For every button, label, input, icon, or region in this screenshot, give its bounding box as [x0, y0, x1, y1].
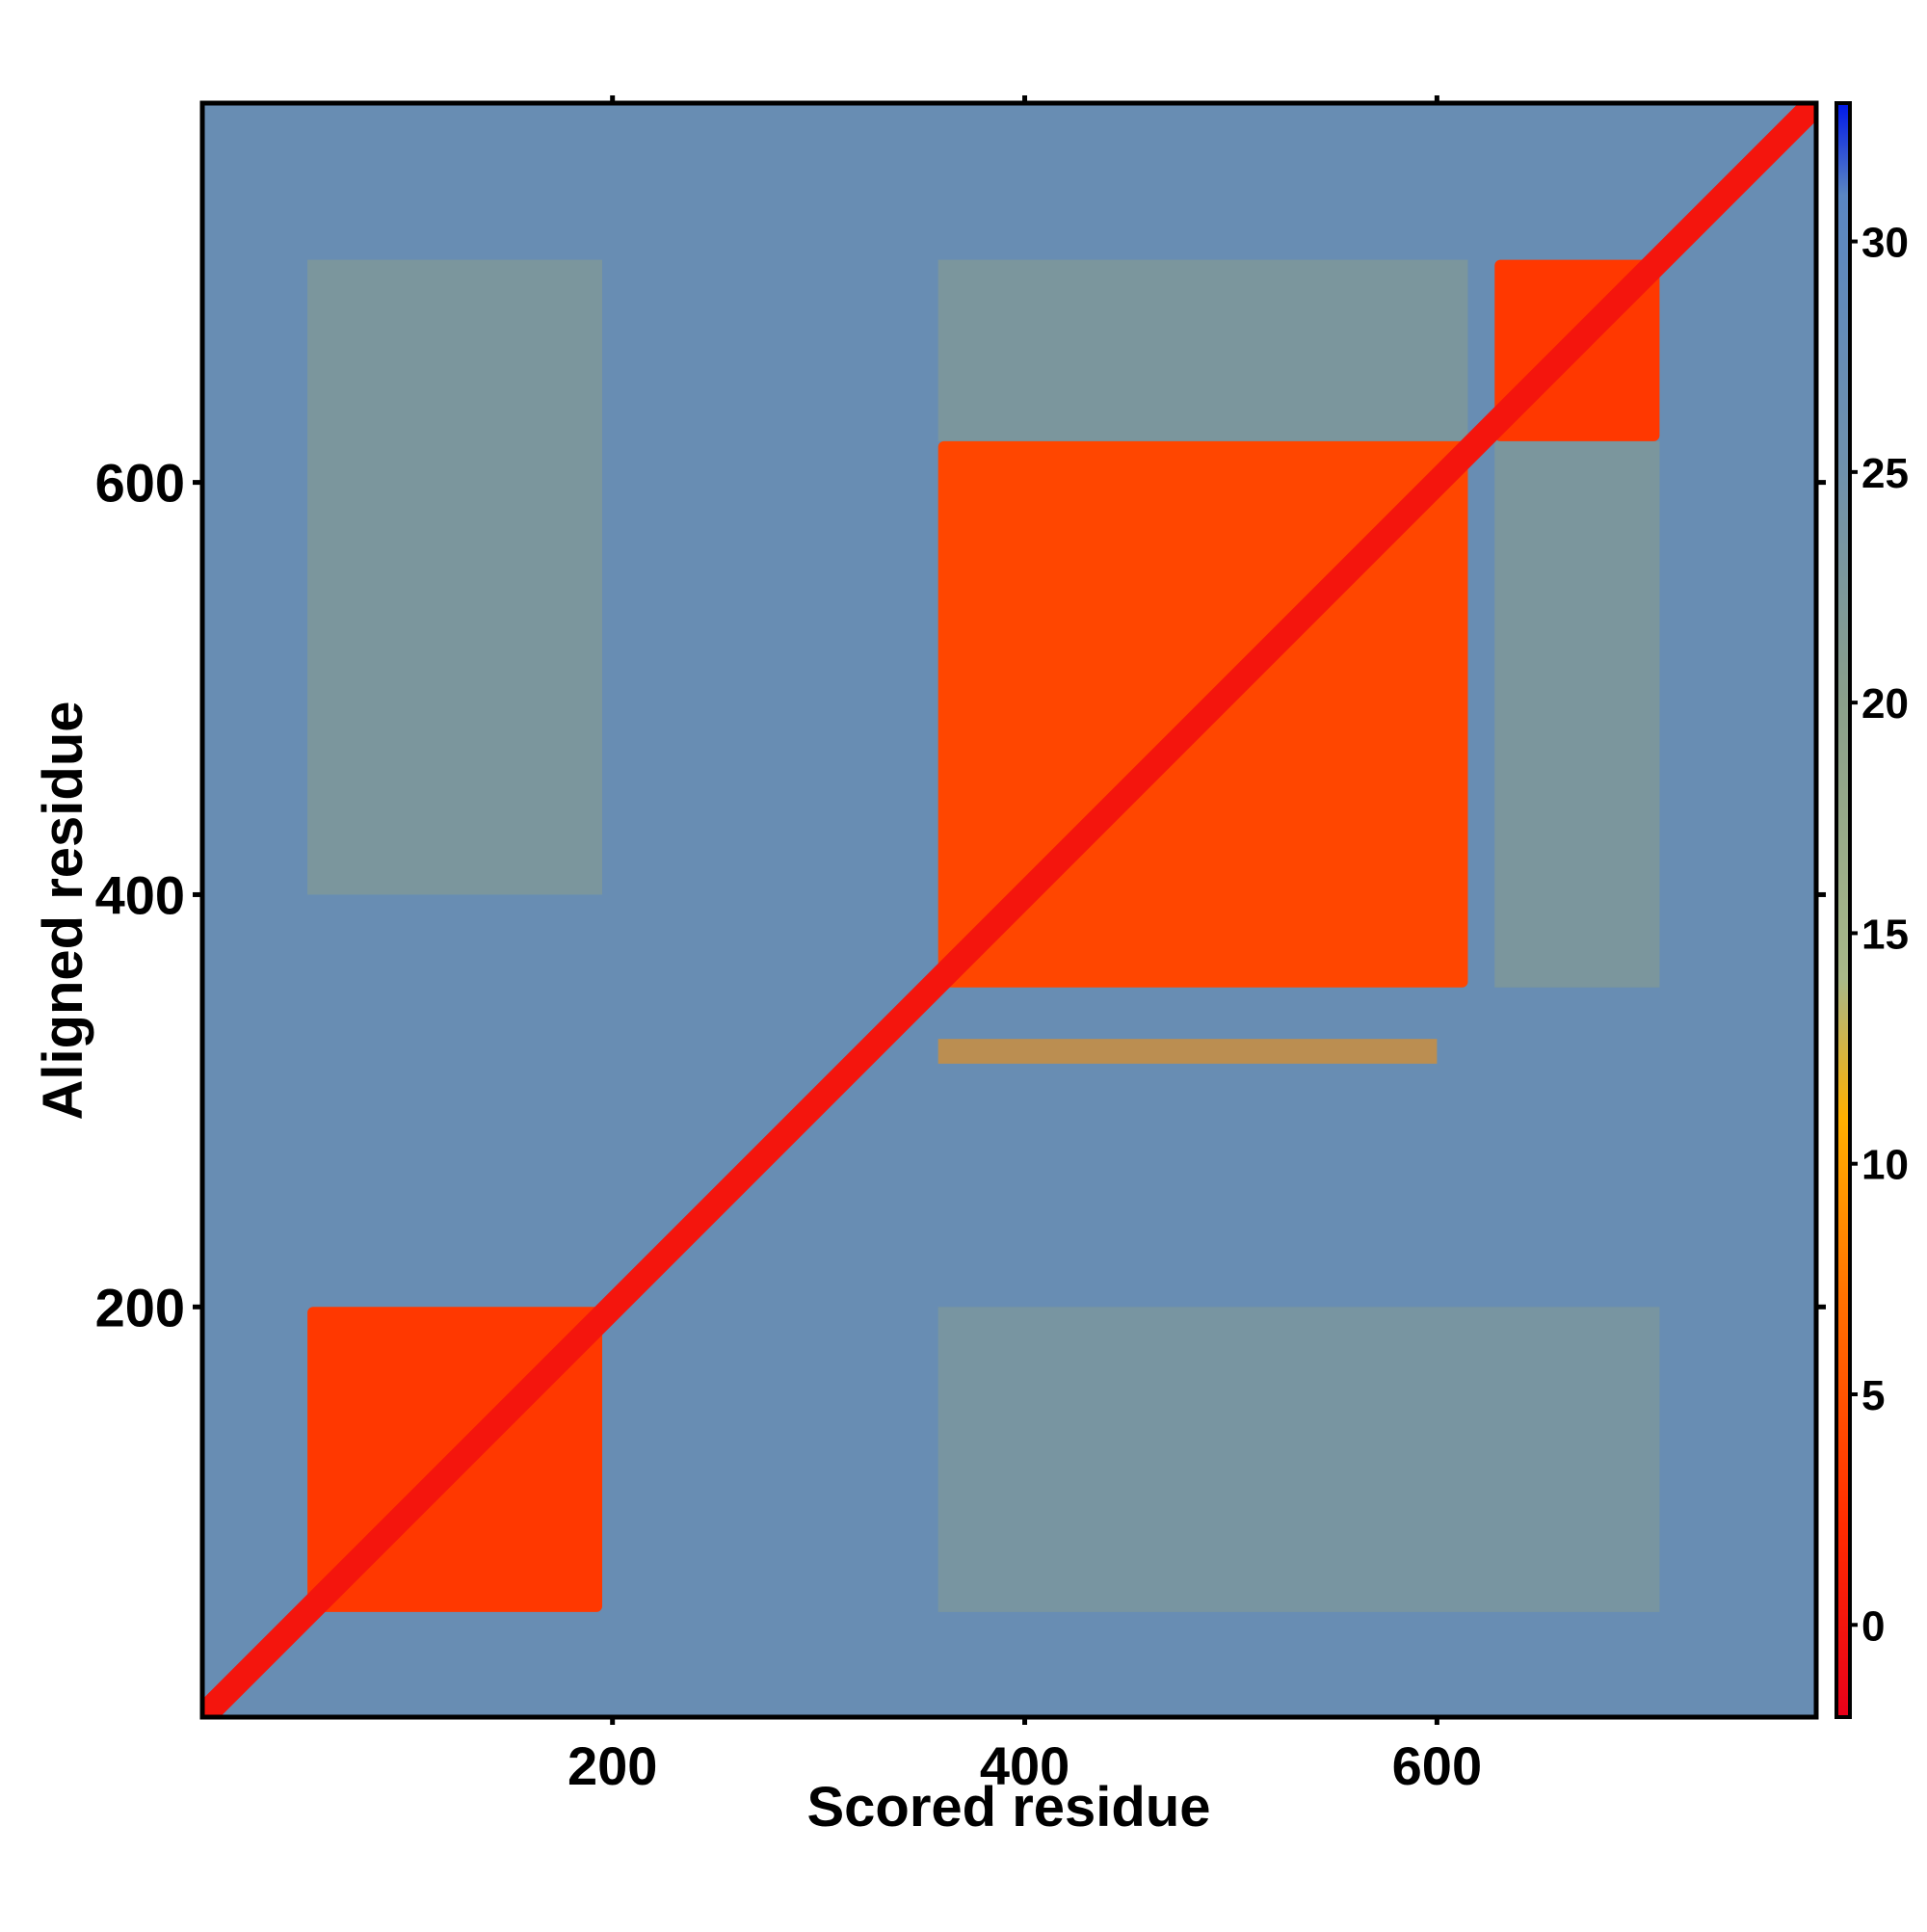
colorbar-ticks: 0 5 10 15 20 25 30	[1850, 220, 1909, 1650]
x-tick-label-200: 200	[568, 1735, 657, 1796]
colorbar-tick-label-25: 25	[1861, 450, 1909, 497]
weak-band-4	[937, 1039, 1438, 1064]
plot-frame	[199, 100, 1819, 1720]
x-tick-label-400: 400	[980, 1735, 1069, 1796]
weak-band-3	[937, 259, 1468, 441]
y-tick-label-200: 200	[95, 1277, 185, 1337]
y-tick-label-600: 600	[95, 453, 185, 514]
weak-band-0	[307, 259, 603, 895]
y-axis-label: Aligned residue	[32, 701, 94, 1120]
heatmap-layer	[202, 103, 1816, 1717]
x-tick-label-600: 600	[1392, 1735, 1482, 1796]
colorbar-tick-label-30: 30	[1861, 220, 1909, 267]
weak-band-1	[937, 1307, 1660, 1612]
y-axis-ticks: 200 400 600	[95, 453, 1826, 1337]
y-tick-label-400: 400	[95, 864, 185, 925]
x-axis-label: Scored residue	[806, 1776, 1210, 1839]
diagonal-band	[202, 103, 1816, 1717]
colorbar-tick-label-0: 0	[1861, 1602, 1885, 1650]
colorbar-tick-label-15: 15	[1861, 911, 1909, 958]
colorbar-tick-label-20: 20	[1861, 680, 1909, 728]
colorbar	[1835, 101, 1852, 1719]
weak-band-2	[1494, 440, 1660, 988]
x-axis-ticks: 200 400 600	[568, 95, 1482, 1796]
colorbar-tick-label-10: 10	[1861, 1142, 1909, 1189]
colorbar-tick-label-5: 5	[1861, 1372, 1885, 1419]
